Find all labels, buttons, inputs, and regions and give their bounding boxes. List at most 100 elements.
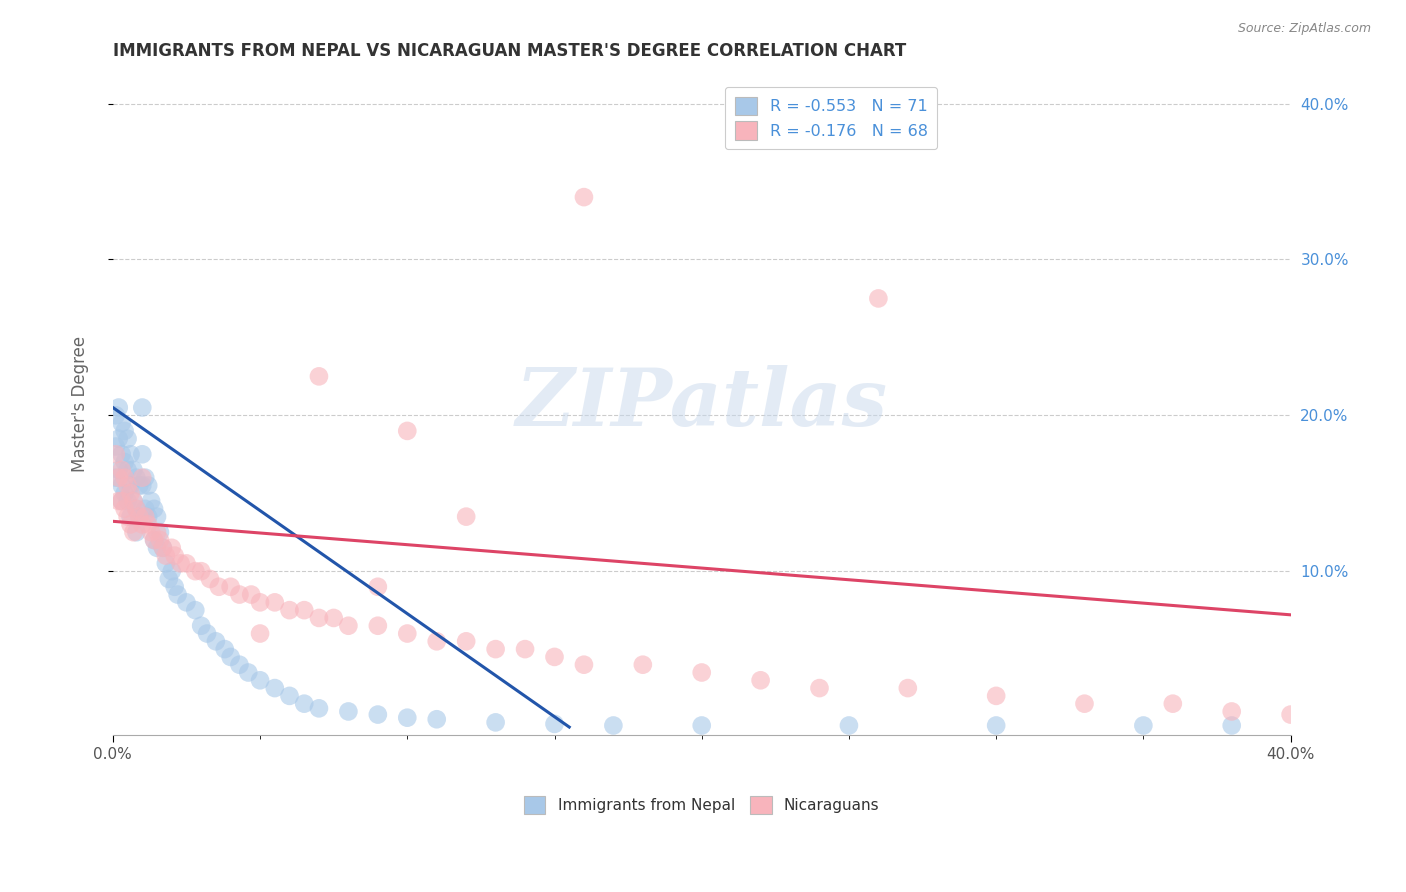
Point xyxy=(184,603,207,617)
Point xyxy=(249,626,271,640)
Point xyxy=(228,588,250,602)
Point xyxy=(128,509,150,524)
Point xyxy=(107,494,129,508)
Point xyxy=(134,471,156,485)
Point xyxy=(149,525,172,540)
Point xyxy=(337,705,360,719)
Point xyxy=(838,718,860,732)
Point xyxy=(572,190,595,204)
Point xyxy=(176,595,198,609)
Point xyxy=(543,649,565,664)
Point xyxy=(160,541,183,555)
Point xyxy=(1279,707,1302,722)
Point xyxy=(134,509,156,524)
Point xyxy=(228,657,250,672)
Point xyxy=(128,478,150,492)
Point xyxy=(631,657,654,672)
Point xyxy=(513,642,536,657)
Point xyxy=(107,463,129,477)
Point xyxy=(111,463,134,477)
Point xyxy=(125,471,148,485)
Point xyxy=(125,501,148,516)
Point xyxy=(117,463,139,477)
Point xyxy=(152,541,174,555)
Point xyxy=(367,707,389,722)
Point xyxy=(117,432,139,446)
Point xyxy=(1220,705,1243,719)
Point xyxy=(122,494,145,508)
Point xyxy=(146,525,169,540)
Point xyxy=(114,486,136,500)
Point xyxy=(107,471,129,485)
Point xyxy=(120,509,142,524)
Point xyxy=(426,712,449,726)
Y-axis label: Master's Degree: Master's Degree xyxy=(72,335,89,472)
Point xyxy=(139,494,162,508)
Point xyxy=(367,618,389,632)
Point xyxy=(690,665,713,680)
Point xyxy=(808,681,831,695)
Point xyxy=(986,689,1008,703)
Point xyxy=(166,588,188,602)
Point xyxy=(485,642,508,657)
Point xyxy=(143,501,166,516)
Point xyxy=(249,595,271,609)
Point xyxy=(117,478,139,492)
Point xyxy=(120,517,142,532)
Point xyxy=(136,478,159,492)
Point xyxy=(157,572,180,586)
Point xyxy=(120,486,142,500)
Point xyxy=(184,564,207,578)
Point xyxy=(219,580,242,594)
Point xyxy=(104,440,127,454)
Point xyxy=(163,580,186,594)
Point xyxy=(198,572,221,586)
Point xyxy=(456,509,478,524)
Point xyxy=(114,501,136,516)
Point xyxy=(456,634,478,648)
Point xyxy=(107,432,129,446)
Point xyxy=(131,401,153,415)
Point xyxy=(149,533,172,547)
Point xyxy=(114,471,136,485)
Point xyxy=(155,549,177,563)
Point xyxy=(1161,697,1184,711)
Point xyxy=(749,673,772,688)
Point xyxy=(143,533,166,547)
Point xyxy=(485,715,508,730)
Point xyxy=(263,595,285,609)
Point xyxy=(308,611,330,625)
Point xyxy=(278,603,301,617)
Point xyxy=(120,478,142,492)
Point xyxy=(146,541,169,555)
Point xyxy=(122,494,145,508)
Point xyxy=(152,541,174,555)
Point xyxy=(292,697,315,711)
Point xyxy=(602,718,624,732)
Point xyxy=(169,557,191,571)
Point xyxy=(104,471,127,485)
Point xyxy=(139,525,162,540)
Point xyxy=(111,478,134,492)
Text: IMMIGRANTS FROM NEPAL VS NICARAGUAN MASTER'S DEGREE CORRELATION CHART: IMMIGRANTS FROM NEPAL VS NICARAGUAN MAST… xyxy=(112,42,905,60)
Point xyxy=(219,649,242,664)
Point xyxy=(160,564,183,578)
Point xyxy=(134,501,156,516)
Point xyxy=(322,611,344,625)
Point xyxy=(136,509,159,524)
Point xyxy=(214,642,236,657)
Point xyxy=(104,409,127,423)
Point xyxy=(396,626,419,640)
Point xyxy=(426,634,449,648)
Point xyxy=(986,718,1008,732)
Point xyxy=(117,509,139,524)
Point xyxy=(111,494,134,508)
Point xyxy=(111,416,134,430)
Point xyxy=(176,557,198,571)
Point xyxy=(263,681,285,695)
Point xyxy=(114,455,136,469)
Point xyxy=(195,626,218,640)
Point xyxy=(278,689,301,703)
Point xyxy=(104,447,127,461)
Point xyxy=(136,517,159,532)
